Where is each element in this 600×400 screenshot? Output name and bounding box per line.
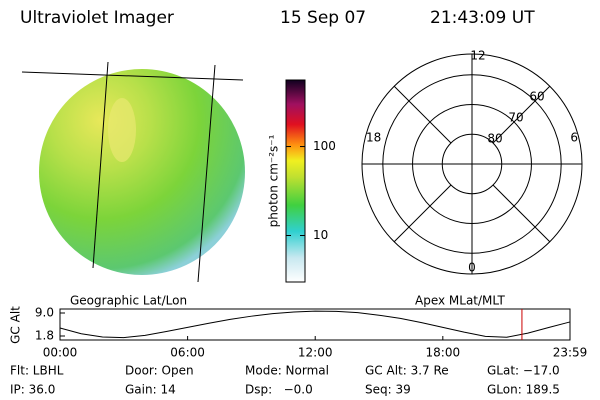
alt-line [59, 310, 571, 339]
info-text: Door: Open [125, 364, 194, 378]
x-tick-label: 23:59 [553, 346, 588, 360]
polar-ring [382, 74, 562, 254]
info-text: GLon: 189.5 [487, 383, 560, 397]
y-label: GC Alt [9, 306, 23, 344]
info-text: Flt: LBHL [10, 364, 64, 378]
x-tick-label: 18:00 [426, 346, 461, 360]
x-tick-label: 06:00 [170, 346, 205, 360]
polar-ring-label: 60 [529, 89, 544, 103]
info-text: GC Alt: 3.7 Re [365, 364, 449, 378]
geo-label: Geographic Lat/Lon [70, 294, 187, 308]
polar-ring-label: 70 [508, 110, 523, 124]
mlt-label: 0 [468, 261, 476, 275]
date: 15 Sep 07 [280, 8, 366, 28]
x-tick-label: 12:00 [298, 346, 333, 360]
polar-label: Apex MLat/MLT [415, 294, 505, 308]
info-text: IP: 36.0 [10, 383, 55, 397]
polar-spoke [492, 184, 551, 243]
geo-line [197, 64, 216, 283]
time: 21:43:09 UT [430, 8, 535, 28]
mlt-label: 18 [366, 131, 381, 145]
info-text: Dsp: −0.0 [245, 383, 313, 397]
y-tick-label: 9.0 [35, 305, 54, 319]
polar-spoke [492, 85, 551, 144]
polar-spoke [393, 184, 452, 243]
aurora-patch [108, 98, 136, 162]
info-text: Gain: 14 [125, 383, 176, 397]
mlt-label: 6 [570, 131, 578, 145]
geo-line [21, 71, 244, 81]
colorbar-label: photon cm⁻²s⁻¹ [267, 134, 281, 227]
geo-line [92, 61, 109, 269]
info-text: Mode: Normal [245, 364, 329, 378]
colorbar [285, 79, 306, 283]
x-tick-label: 00:00 [43, 346, 78, 360]
polar-spoke [393, 85, 452, 144]
colorbar-tick-label: 100 [313, 139, 336, 153]
uv-image [39, 69, 245, 275]
colorbar-tick-label: 10 [313, 228, 328, 242]
y-tick-label: 1.8 [35, 329, 54, 343]
title: Ultraviolet Imager [20, 8, 174, 28]
info-text: GLat: −17.0 [487, 364, 560, 378]
polar-ring [412, 104, 532, 224]
info-text: Seq: 39 [365, 383, 411, 397]
polar-ring-label: 80 [487, 131, 502, 145]
polar-ring [441, 133, 503, 195]
alt-frame [59, 308, 571, 341]
mlt-label: 12 [470, 49, 485, 63]
